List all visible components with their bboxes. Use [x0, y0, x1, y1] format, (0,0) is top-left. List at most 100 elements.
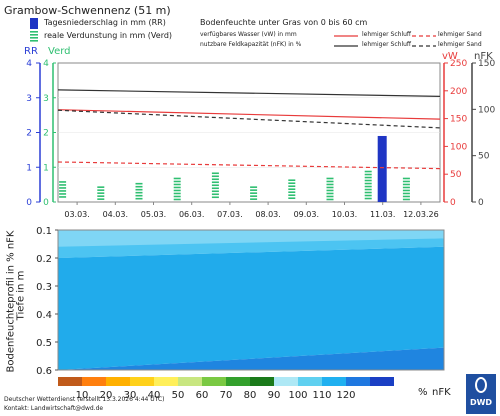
series-line	[57, 109, 441, 120]
evap-bar-stripe	[326, 195, 334, 198]
x-tick-label: 07.03.	[217, 210, 242, 219]
nfk-tick-label: 150	[478, 59, 495, 69]
depth-tick-label: 0.5	[36, 338, 52, 349]
precip-legend-swatch	[30, 18, 38, 29]
scale-label: 30	[124, 390, 137, 401]
evap-bar-stripe	[59, 187, 67, 189]
scale-label: 60	[196, 390, 209, 401]
evap-bar-stripe	[173, 195, 181, 198]
evap-bar-stripe	[211, 193, 219, 196]
evap-bar-stripe	[135, 194, 143, 197]
scale-label: 50	[172, 390, 185, 401]
scale-label: 110	[312, 390, 331, 401]
evap-bar-stripe	[211, 178, 219, 181]
evap-bar-stripe	[364, 197, 372, 200]
vw-tick-label: 250	[450, 59, 467, 69]
evap-bar-stripe	[211, 172, 219, 175]
evap-bar-stripe	[326, 180, 334, 183]
evap-bar-stripe	[364, 173, 372, 176]
rr-tick-label: 2	[26, 129, 32, 139]
scale-swatch	[274, 377, 298, 386]
evap-bar-stripe	[402, 189, 410, 192]
evap-bar-stripe	[250, 198, 258, 200]
scale-unit: %	[418, 387, 428, 398]
evap-bar-stripe	[211, 196, 219, 199]
depth-tick-label: 0.1	[36, 226, 52, 237]
scale-nfk: nFK	[432, 387, 451, 398]
evap-bar-stripe	[135, 191, 143, 194]
precip-legend-label: Tagesniederschlag in mm (RR)	[44, 18, 166, 27]
evap-bar-stripe	[173, 186, 181, 189]
depth-tick-label: 0.6	[36, 366, 52, 377]
evap-bar-stripe	[250, 195, 258, 197]
scale-swatch	[106, 377, 130, 386]
scale-label: 20	[100, 390, 113, 401]
evap-bar-stripe	[250, 189, 258, 191]
station-title: Grambow-Schwennenz (51 m)	[4, 4, 171, 17]
evap-bar-stripe	[326, 177, 334, 180]
vw-tick-label: 50	[450, 170, 462, 180]
series-line	[57, 89, 441, 97]
evap-bar-stripe	[211, 175, 219, 178]
depth-tick-label: 0.3	[36, 282, 52, 293]
evap-bar-stripe	[97, 198, 105, 200]
evap-bar-stripe	[402, 192, 410, 195]
schluff-legend-nfk: lehmiger Schluff	[362, 41, 412, 48]
verd-tick-label: 1	[43, 163, 49, 173]
evap-legend-swatch	[30, 37, 38, 39]
sand-legend-vw: lehmiger Sand	[438, 31, 482, 38]
evap-bar-stripe	[59, 190, 67, 192]
rr-tick-label: 1	[26, 163, 32, 173]
evap-bar-stripe	[402, 183, 410, 186]
x-tick-label: 03.03.	[64, 210, 89, 219]
evap-bar-stripe	[173, 183, 181, 186]
evap-bar-stripe	[97, 186, 105, 188]
scale-swatch	[58, 377, 82, 386]
evap-bar-stripe	[135, 197, 143, 200]
evap-bar-stripe	[288, 197, 296, 200]
footer-credit: Deutscher Wetterdienst (erstellt 13.3.20…	[4, 396, 165, 403]
evap-bar-stripe	[211, 187, 219, 190]
nfk-tick-label: 50	[478, 152, 490, 162]
evap-bar-stripe	[173, 198, 181, 201]
scale-swatch	[202, 377, 226, 386]
profile-band	[58, 238, 444, 258]
verd-tick-label: 4	[43, 59, 49, 69]
precip-bar	[377, 135, 387, 202]
footer-contact: Kontakt: Landwirtschaft@dwd.de	[4, 405, 104, 412]
rr-axis-title: RR	[24, 46, 38, 57]
x-tick-label: 12.03.26	[403, 210, 439, 219]
profile-chart: 0.1 0.2 0.3 0.4 0.5 0.6	[36, 226, 445, 377]
evap-bar-stripe	[402, 198, 410, 201]
evap-bar-stripe	[173, 177, 181, 180]
evap-bar-stripe	[59, 181, 67, 183]
evap-bar-stripe	[364, 185, 372, 188]
scale-swatch	[226, 377, 250, 386]
scale-swatch	[322, 377, 346, 386]
evap-legend-swatch	[30, 34, 38, 36]
scale-swatch	[154, 377, 178, 386]
vw-axis-title: vW	[442, 51, 458, 62]
dwd-logo: DWD	[466, 374, 496, 414]
evap-bar-stripe	[173, 180, 181, 183]
rr-tick-label: 4	[26, 59, 32, 69]
verd-tick-label: 3	[43, 94, 49, 104]
rr-tick-label: 3	[26, 94, 32, 104]
evap-bar-stripe	[59, 184, 67, 186]
evap-bar-stripe	[402, 177, 410, 180]
evap-bar-stripe	[288, 194, 296, 197]
x-tick-label: 04.03.	[103, 210, 128, 219]
verd-tick-label: 2	[43, 129, 49, 139]
evap-bar-stripe	[402, 186, 410, 189]
evap-bar-stripe	[288, 182, 296, 185]
evap-bar-stripe	[402, 195, 410, 198]
vw-tick-label: 0	[450, 198, 456, 208]
scale-label: 90	[268, 390, 281, 401]
profile-band	[58, 347, 444, 370]
vw-tick-label: 150	[450, 115, 467, 125]
evap-legend-swatch	[30, 31, 38, 33]
evap-bar-stripe	[326, 189, 334, 192]
nfk-tick-label: 0	[478, 198, 484, 208]
verd-axis-title: Verd	[48, 46, 71, 57]
